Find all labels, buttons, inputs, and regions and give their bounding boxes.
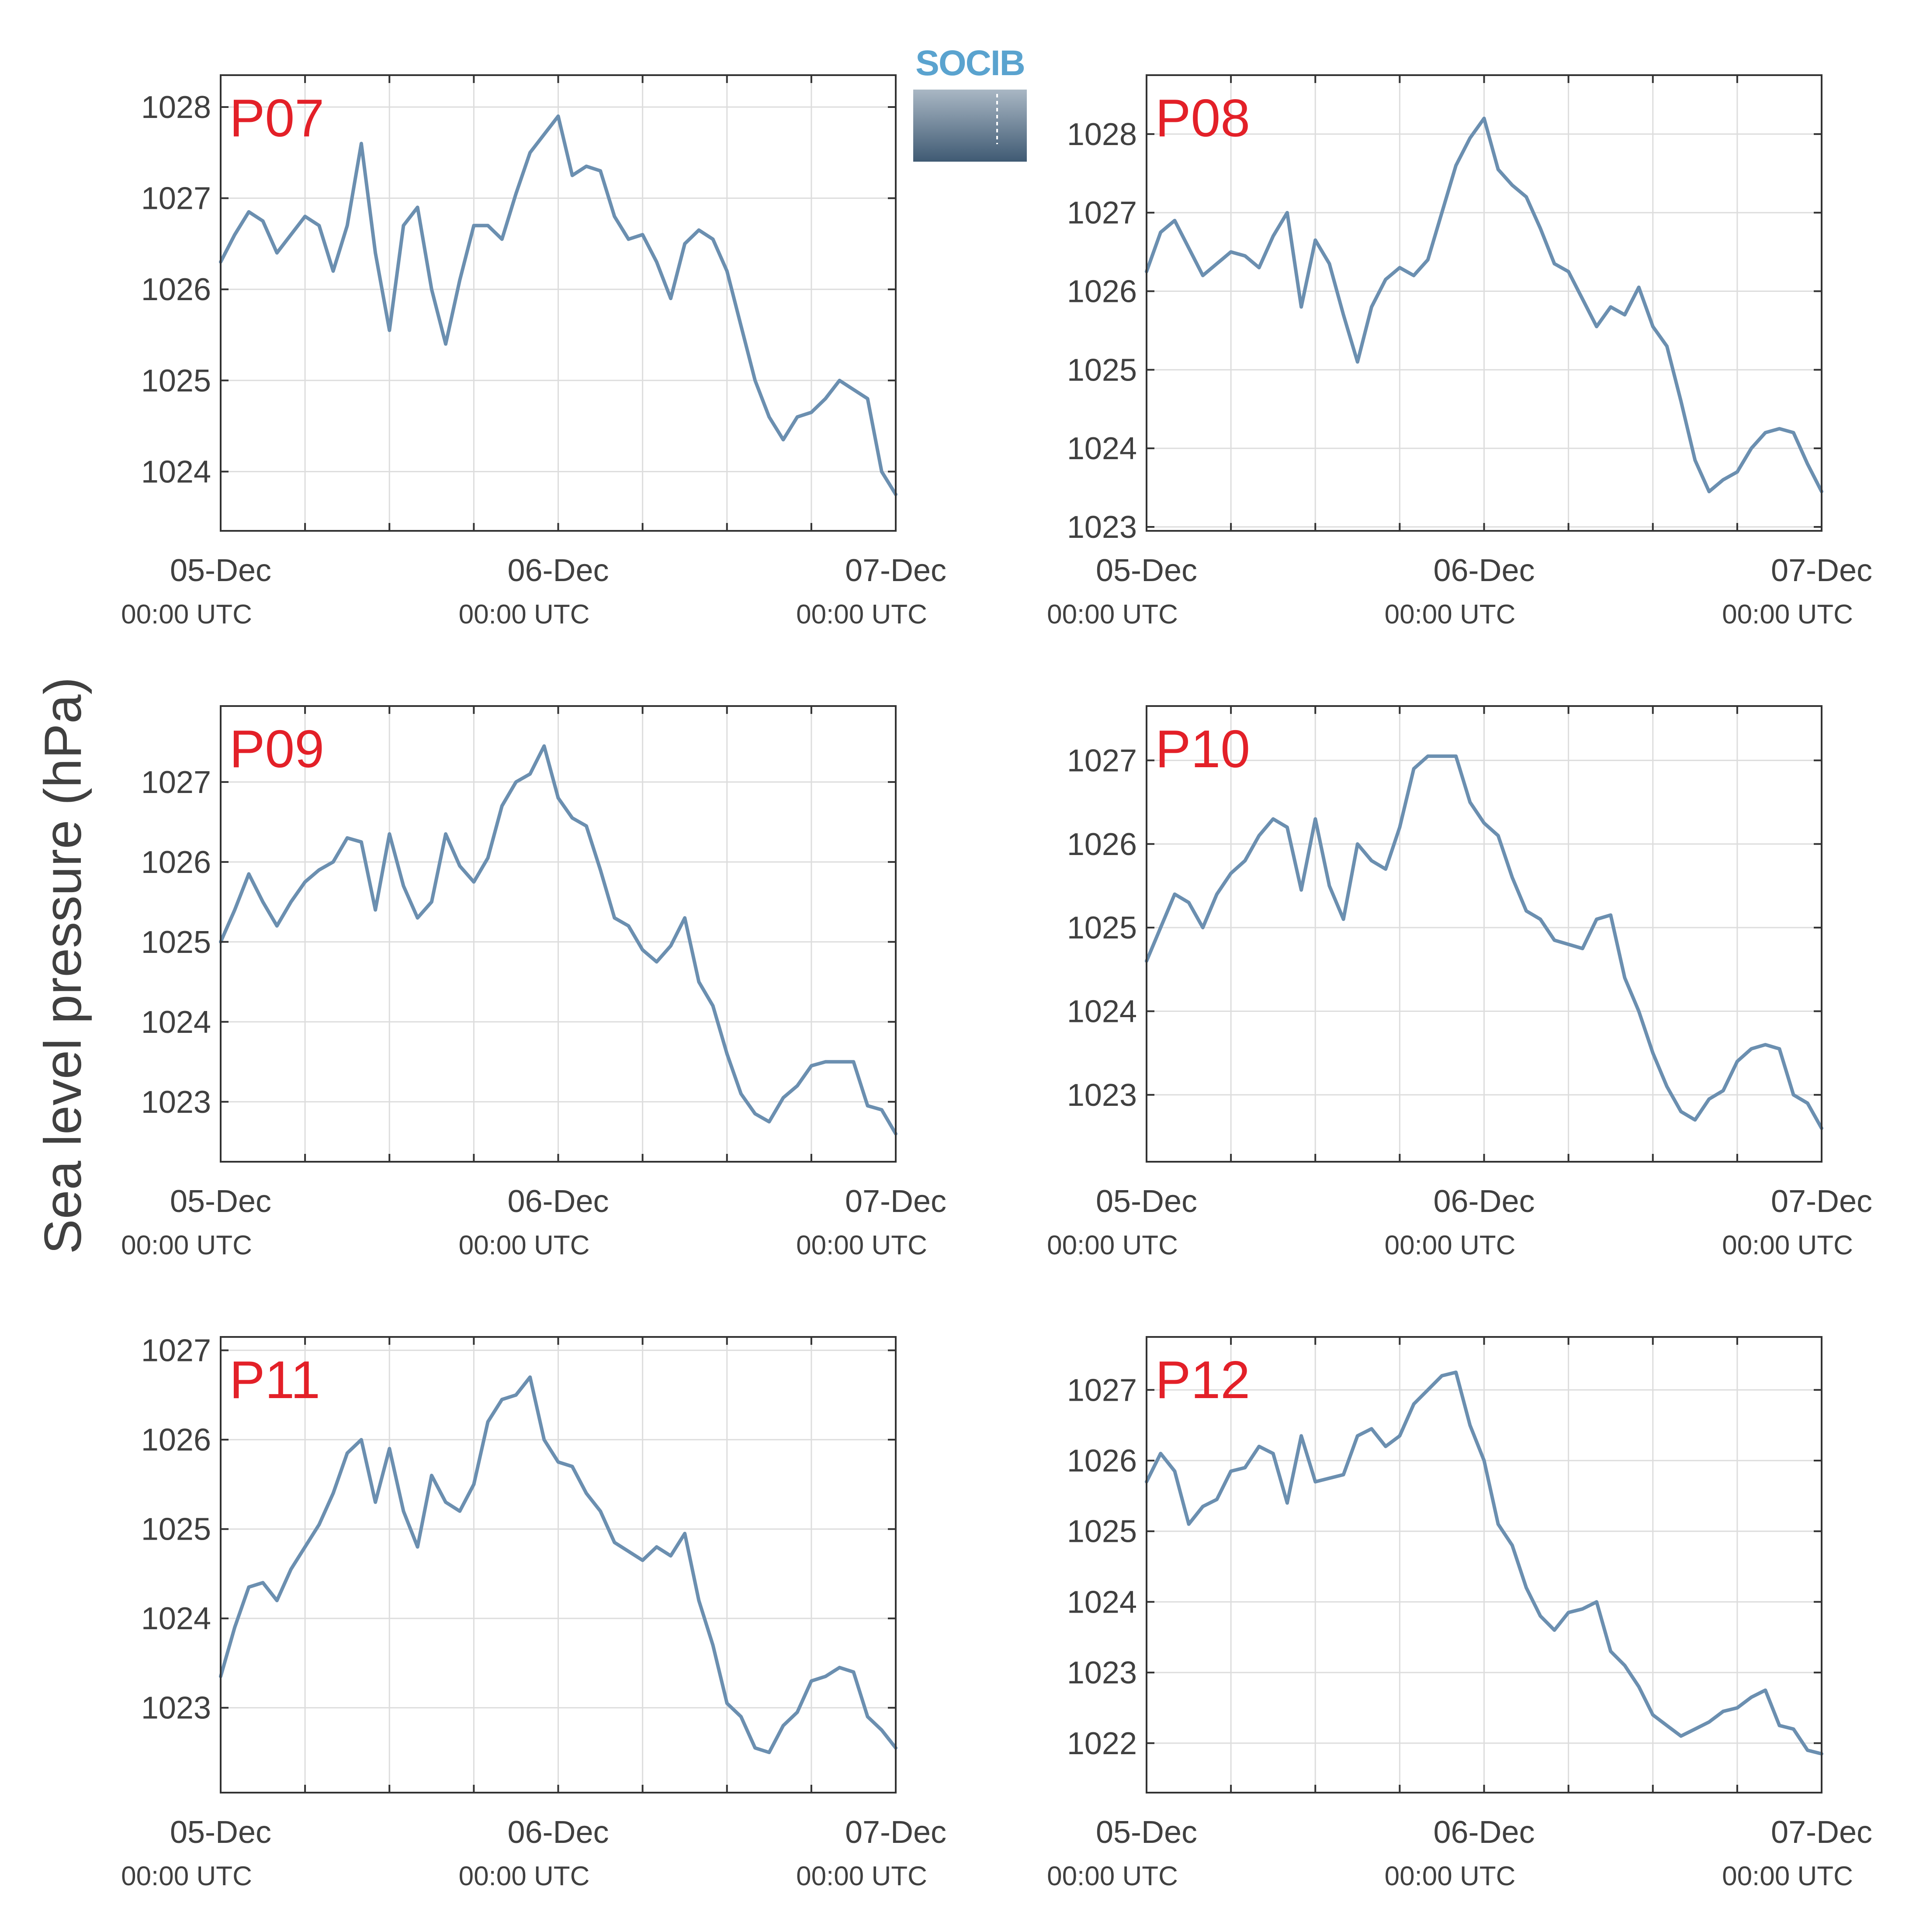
x-tick-sublabel: 00:00 UTC xyxy=(459,1861,590,1891)
chart-panel-p10: 1023 1024 1025 1026 1027 05-Dec 00:00 UTC 06-De… xyxy=(1047,705,1872,1260)
y-tick-label: 1026 xyxy=(1067,274,1137,309)
y-tick-label: 1026 xyxy=(1067,1444,1137,1478)
y-tick-label: 1023 xyxy=(1067,1655,1137,1690)
station-label: P07 xyxy=(229,88,324,148)
y-tick-label: 1026 xyxy=(1067,827,1137,862)
y-tick-label: 1023 xyxy=(1067,510,1137,545)
logo-block xyxy=(913,90,1027,162)
x-tick-sublabel: 00:00 UTC xyxy=(1722,1861,1853,1891)
y-tick-label: 1027 xyxy=(141,765,211,800)
y-tick-label: 1024 xyxy=(1067,431,1137,466)
chart-panel-p11: 1023 1024 1025 1026 1027 05-Dec 00:00 UTC 06-De… xyxy=(121,1333,946,1891)
x-tick-label: 06-Dec xyxy=(1433,553,1535,588)
x-tick-label: 05-Dec xyxy=(1096,1815,1197,1850)
y-tick-label: 1027 xyxy=(1067,743,1137,778)
y-tick-label: 1025 xyxy=(1067,911,1137,945)
x-tick-sublabel: 00:00 UTC xyxy=(796,599,927,630)
x-tick-label: 07-Dec xyxy=(1771,1184,1872,1219)
x-tick-sublabel: 00:00 UTC xyxy=(459,599,590,630)
x-tick-sublabel: 00:00 UTC xyxy=(1385,599,1516,630)
x-tick-sublabel: 00:00 UTC xyxy=(1047,599,1178,630)
x-tick-sublabel: 00:00 UTC xyxy=(1722,599,1853,630)
logo-text: SOCIB xyxy=(915,43,1025,83)
y-tick-label: 1028 xyxy=(141,90,211,125)
x-tick-label: 06-Dec xyxy=(507,553,609,588)
y-tick-label: 1025 xyxy=(1067,353,1137,388)
y-tick-label: 1024 xyxy=(141,1601,211,1636)
y-tick-label: 1027 xyxy=(1067,196,1137,231)
x-tick-sublabel: 00:00 UTC xyxy=(121,599,252,630)
series-line-p12 xyxy=(1145,1370,1823,1756)
x-tick-sublabel: 00:00 UTC xyxy=(459,1230,590,1260)
y-tick-label: 1023 xyxy=(1067,1078,1137,1113)
y-tick-label: 1024 xyxy=(141,454,211,489)
chart-panel-p09: 1023 1024 1025 1026 1027 05-Dec 00:00 UTC 06-De… xyxy=(121,705,946,1260)
x-tick-sublabel: 00:00 UTC xyxy=(1385,1861,1516,1891)
x-tick-label: 06-Dec xyxy=(1433,1815,1535,1850)
logo-wave xyxy=(913,86,1027,90)
y-tick-label: 1025 xyxy=(141,925,211,960)
x-tick-sublabel: 00:00 UTC xyxy=(121,1861,252,1891)
series-line-p07 xyxy=(219,114,897,496)
y-tick-label: 1027 xyxy=(141,181,211,216)
series-line-p10 xyxy=(1145,754,1823,1130)
y-tick-label: 1024 xyxy=(1067,1585,1137,1620)
chart-panel-p12: 1022 1023 1024 1025 1026 1027 05-Dec 00:00 UTC 0… xyxy=(1047,1336,1872,1891)
x-tick-label: 05-Dec xyxy=(170,1815,271,1850)
y-axis-label: Sea level pressure (hPa) xyxy=(34,677,92,1254)
x-tick-label: 07-Dec xyxy=(845,1184,946,1219)
socib-logo: SOCIB xyxy=(913,43,1027,162)
y-tick-label: 1026 xyxy=(141,845,211,880)
x-tick-label: 06-Dec xyxy=(1433,1184,1535,1219)
x-tick-sublabel: 00:00 UTC xyxy=(796,1861,927,1891)
x-tick-sublabel: 00:00 UTC xyxy=(1385,1230,1516,1260)
series-line-p09 xyxy=(219,744,897,1136)
y-tick-label: 1025 xyxy=(141,364,211,398)
y-tick-label: 1022 xyxy=(1067,1726,1137,1761)
x-tick-sublabel: 00:00 UTC xyxy=(1047,1861,1178,1891)
y-tick-label: 1025 xyxy=(141,1512,211,1547)
y-tick-label: 1023 xyxy=(141,1691,211,1726)
y-tick-label: 1026 xyxy=(141,1423,211,1458)
x-tick-label: 07-Dec xyxy=(1771,553,1872,588)
y-tick-label: 1025 xyxy=(1067,1514,1137,1549)
x-tick-sublabel: 00:00 UTC xyxy=(1722,1230,1853,1260)
x-tick-label: 05-Dec xyxy=(1096,553,1197,588)
x-tick-label: 05-Dec xyxy=(1096,1184,1197,1219)
x-tick-label: 06-Dec xyxy=(507,1815,609,1850)
y-tick-label: 1027 xyxy=(1067,1373,1137,1408)
station-label: P08 xyxy=(1155,88,1250,148)
x-tick-label: 05-Dec xyxy=(170,1184,271,1219)
y-tick-label: 1023 xyxy=(141,1085,211,1120)
x-tick-label: 07-Dec xyxy=(845,1815,946,1850)
y-tick-label: 1024 xyxy=(141,1005,211,1040)
x-tick-label: 05-Dec xyxy=(170,553,271,588)
x-tick-label: 07-Dec xyxy=(1771,1815,1872,1850)
station-label: P10 xyxy=(1155,719,1250,779)
y-tick-label: 1027 xyxy=(141,1333,211,1368)
x-tick-sublabel: 00:00 UTC xyxy=(121,1230,252,1260)
x-tick-sublabel: 00:00 UTC xyxy=(1047,1230,1178,1260)
y-tick-label: 1026 xyxy=(141,272,211,307)
y-tick-label: 1024 xyxy=(1067,994,1137,1029)
chart-panel-p07: 1024 1025 1026 1027 1028 05-Dec 00:00 UTC 06-De… xyxy=(121,74,946,630)
station-label: P09 xyxy=(229,719,324,779)
station-label: P12 xyxy=(1155,1350,1250,1409)
station-label: P11 xyxy=(229,1350,320,1409)
y-tick-label: 1028 xyxy=(1067,117,1137,152)
chart-panels: 1024 1025 1026 1027 1028 05-Dec 00:00 UTC 06-De… xyxy=(121,74,1872,1891)
x-tick-label: 07-Dec xyxy=(845,553,946,588)
x-tick-label: 06-Dec xyxy=(507,1184,609,1219)
x-tick-sublabel: 00:00 UTC xyxy=(796,1230,927,1260)
chart-panel-p08: 1023 1024 1025 1026 1027 1028 05-Dec 00:00 UTC 0… xyxy=(1047,74,1872,630)
series-line-p11 xyxy=(219,1375,897,1754)
series-line-p08 xyxy=(1145,116,1823,494)
